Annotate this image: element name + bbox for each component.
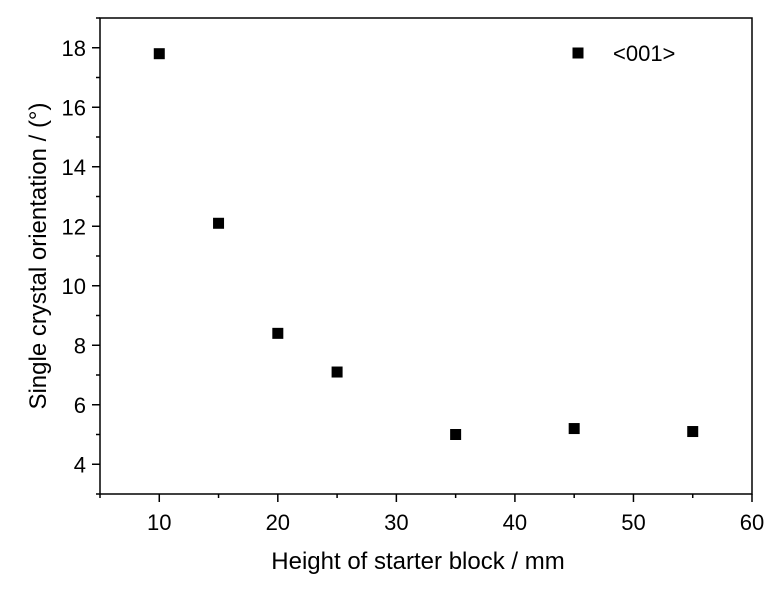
y-tick-label: 4: [74, 452, 86, 477]
data-point: [153, 48, 165, 60]
plot-frame: [99, 17, 753, 495]
y-axis-ticks: 4 6 8 10 12 14 16 18: [62, 17, 100, 495]
data-points: [153, 48, 699, 440]
legend: <001>: [572, 41, 675, 66]
data-point: [272, 327, 284, 339]
data-point: [450, 429, 462, 440]
data-point: [568, 423, 580, 435]
x-tick-label: 20: [266, 510, 290, 535]
x-tick-label: 60: [740, 510, 764, 535]
x-tick-label: 30: [384, 510, 408, 535]
x-tick-label: 40: [503, 510, 527, 535]
data-point: [213, 217, 225, 229]
y-tick-label: 14: [62, 155, 86, 180]
y-tick-label: 18: [62, 36, 86, 61]
y-tick-label: 16: [62, 95, 86, 120]
x-tick-label: 50: [621, 510, 645, 535]
legend-label: <001>: [613, 41, 675, 66]
y-tick-label: 12: [62, 214, 86, 239]
legend-marker: [572, 47, 584, 59]
y-axis-label: Single crystal orientation / (°): [25, 102, 52, 409]
x-axis-ticks: 10 20 30 40 50 60: [99, 494, 764, 535]
x-axis-label: Height of starter block / mm: [271, 548, 564, 575]
data-point: [687, 426, 699, 438]
y-tick-label: 10: [62, 274, 86, 299]
x-tick-label: 10: [147, 510, 171, 535]
y-tick-label: 8: [74, 333, 86, 358]
y-tick-label: 6: [74, 393, 86, 418]
data-point: [331, 366, 343, 378]
